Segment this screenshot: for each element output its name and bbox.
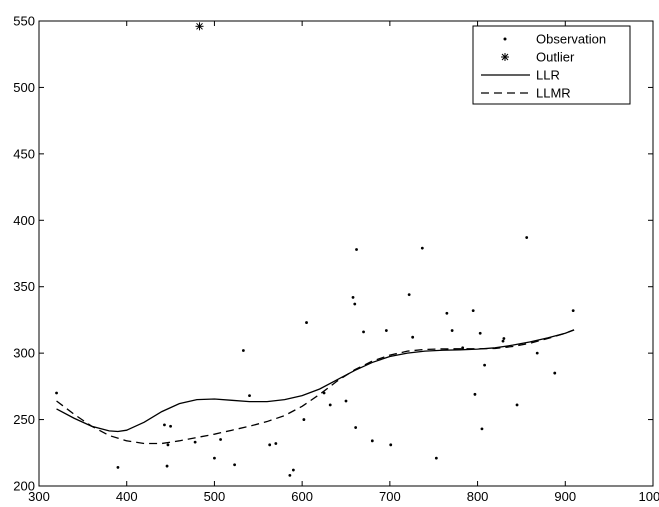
legend-llmr-label: LLMR: [536, 86, 571, 101]
observation-point: [389, 443, 393, 447]
observation-point: [169, 424, 172, 428]
y-tick-label: 300: [13, 346, 35, 361]
observation-point: [420, 246, 424, 250]
legend-box: [472, 25, 631, 105]
y-tick-label: 200: [13, 479, 35, 494]
y-tick-label: 500: [13, 80, 35, 95]
observation-point: [553, 371, 557, 375]
legend: Observation Outlier LLR LLMR: [472, 25, 631, 105]
x-tick-label: 300: [28, 489, 50, 504]
observation-point: [411, 335, 415, 339]
observation-point: [163, 423, 166, 427]
legend-llr-label: LLR: [536, 68, 560, 83]
observation-point: [193, 440, 197, 444]
x-tick-label: 1000: [639, 489, 659, 504]
observation-point: [501, 339, 505, 343]
observation-point: [233, 463, 237, 467]
legend-observation-label: Observation: [536, 32, 606, 47]
series-line-llmr: [56, 329, 575, 445]
observation-point: [354, 426, 358, 429]
observation-point: [166, 443, 170, 447]
x-tick-label: 500: [204, 489, 226, 504]
y-tick-label: 450: [13, 146, 35, 161]
observation-point: [213, 456, 216, 460]
series-line-llr: [56, 329, 575, 433]
observation-point: [370, 439, 374, 443]
observation-point: [450, 329, 454, 332]
observation-point: [305, 321, 308, 324]
observation-point: [461, 346, 465, 350]
axis-ticks: 300 400 500 600 700 800 900 1000 200 250 300 350 400…: [13, 14, 659, 505]
legend-outlier-label: Outlier: [536, 50, 575, 65]
observation-point: [407, 293, 411, 297]
observation-point: [502, 337, 506, 340]
x-tick-label: 600: [291, 489, 313, 504]
observation-point: [274, 442, 278, 445]
observation-point: [288, 473, 292, 477]
observation-point: [478, 331, 482, 335]
observation-point: [480, 427, 484, 431]
outlier-point: [195, 22, 204, 31]
observation-point: [55, 391, 58, 395]
y-tick-label: 400: [13, 213, 35, 228]
x-tick-label: 400: [116, 489, 138, 504]
observation-point: [473, 392, 477, 396]
observation-point: [384, 329, 388, 332]
observation-point: [268, 443, 272, 447]
x-tick-label: 900: [554, 489, 576, 504]
observation-point: [165, 464, 169, 468]
observation-point: [351, 295, 355, 299]
observation-point: [248, 394, 251, 398]
observation-point: [241, 349, 245, 352]
legend-observation-marker: [503, 37, 507, 41]
y-tick-label: 250: [13, 412, 35, 427]
observation-point: [355, 248, 358, 251]
observation-point: [116, 466, 120, 469]
observation-point: [362, 330, 365, 334]
x-tick-label: 800: [467, 489, 489, 504]
observation-point: [322, 391, 326, 395]
observation-point: [525, 236, 529, 239]
observation-point: [434, 456, 438, 460]
observation-point: [344, 399, 348, 403]
observation-point: [353, 302, 357, 306]
legend-outlier-marker: [501, 53, 509, 61]
observation-point: [302, 418, 306, 421]
plot-content: [55, 22, 575, 477]
observation-point: [291, 468, 295, 472]
observation-point: [219, 438, 222, 441]
observation-point: [471, 309, 475, 313]
observation-point: [515, 403, 519, 407]
observation-point: [445, 311, 449, 315]
observation-point: [328, 403, 332, 407]
observation-point: [571, 309, 575, 313]
y-tick-label: 550: [13, 14, 35, 29]
observation-point: [535, 351, 539, 355]
observation-point: [483, 363, 486, 367]
x-tick-label: 700: [379, 489, 401, 504]
y-tick-label: 350: [13, 279, 35, 294]
